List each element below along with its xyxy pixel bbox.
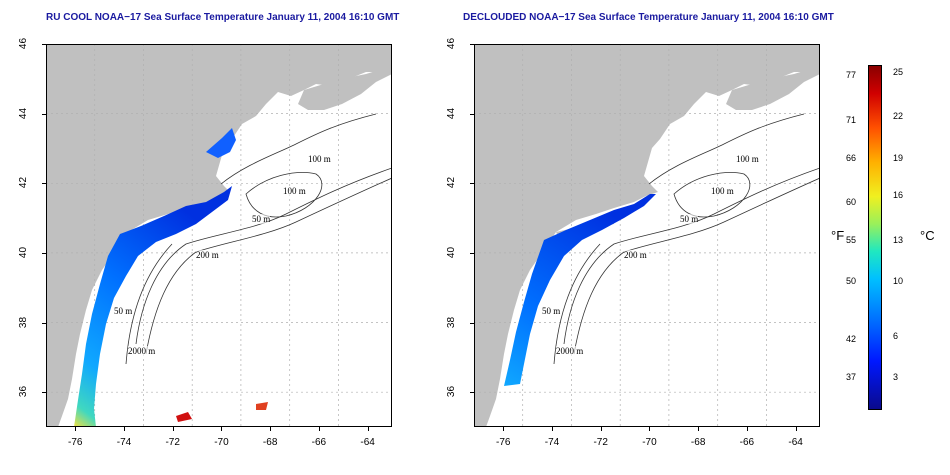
lon-tick-label-right: -68 — [690, 437, 706, 448]
map-title-right: DECLOUDED NOAA−17 Sea Surface Temperatur… — [463, 12, 834, 23]
lon-tick-label-right: -64 — [788, 437, 803, 448]
lon-tick-mark — [795, 427, 797, 431]
contour-label-50m: 50 m — [542, 306, 561, 316]
colorbar-celsius-tick: 19 — [893, 152, 904, 163]
contour-label-50m: 50 m — [252, 214, 271, 224]
contour-label-200m: 200 m — [196, 250, 219, 260]
colorbar-celsius-tick: 25 — [893, 66, 904, 77]
lon-tick-label-right: -70 — [642, 437, 657, 448]
colorbar-fahrenheit-tick: 55 — [846, 234, 857, 245]
lat-tick-label-left: 44 — [18, 107, 30, 119]
contour-label-100m: 100 m — [283, 186, 306, 196]
lon-tick-mark — [270, 427, 272, 431]
contour-label-50m: 50 m — [114, 306, 133, 316]
contour-label-200m: 200 m — [624, 250, 647, 260]
lon-tick-mark — [123, 427, 125, 431]
map-canvas-left — [46, 44, 392, 427]
lon-tick-mark — [746, 427, 748, 431]
land-mass — [46, 44, 392, 427]
lat-tick-label-left: 36 — [18, 386, 30, 398]
lat-tick-label-right: 40 — [446, 246, 458, 258]
lat-tick-label-right: 38 — [446, 316, 458, 328]
lon-tick-label-right: -66 — [739, 437, 755, 448]
lat-tick-mark — [42, 44, 46, 45]
sst-warm-patch — [256, 402, 268, 410]
lat-tick-mark — [470, 392, 474, 394]
lat-tick-label-right: 44 — [446, 107, 458, 119]
lon-tick-mark — [221, 427, 223, 431]
lon-tick-mark — [551, 427, 553, 431]
sst-map-ru-cool — [46, 44, 392, 427]
lon-tick-mark — [649, 427, 651, 431]
lat-tick-label-right: 46 — [446, 37, 458, 50]
celsius-unit: °C — [920, 228, 935, 243]
sst-warm-patch-2 — [176, 412, 192, 422]
colorbar-celsius-tick: 22 — [893, 111, 904, 122]
colorbar-fahrenheit-tick: 50 — [846, 276, 857, 287]
lon-tick-label-left: -74 — [116, 437, 132, 448]
lat-tick-mark — [42, 322, 46, 324]
nova-scotia — [298, 66, 392, 110]
lat-tick-label-left: 40 — [18, 246, 30, 258]
map-canvas-right — [474, 44, 820, 427]
lat-tick-mark — [42, 113, 46, 115]
contour-label-100m: 100 m — [308, 154, 331, 164]
lat-tick-mark — [470, 252, 474, 254]
contour-label-2000m: 2000 m — [128, 346, 156, 356]
sst-map-declouded — [474, 44, 820, 427]
fahrenheit-unit: °F — [831, 228, 845, 243]
lat-tick-label-left: 38 — [18, 316, 30, 328]
colorbar-fahrenheit-tick: 71 — [846, 114, 857, 125]
contour-label-100m: 100 m — [736, 154, 759, 164]
lon-tick-mark — [367, 427, 369, 431]
lat-tick-label-left: 42 — [18, 177, 30, 189]
colorbar-celsius-tick: 16 — [893, 190, 904, 201]
lon-tick-mark — [503, 427, 505, 431]
lon-tick-mark — [172, 427, 174, 431]
contour-label-2000m: 2000 m — [556, 346, 584, 356]
lon-tick-mark — [600, 427, 602, 431]
colorbar-fahrenheit-tick: 77 — [846, 70, 857, 81]
lon-tick-label-right: -74 — [544, 437, 560, 448]
lon-tick-mark — [318, 427, 320, 431]
lat-tick-mark — [42, 252, 46, 254]
colorbar-fahrenheit-tick: 66 — [846, 152, 857, 163]
sst-swath — [504, 194, 656, 386]
lon-tick-mark — [75, 427, 77, 431]
colorbar-celsius-tick: 3 — [893, 372, 899, 383]
lon-tick-label-left: -64 — [360, 437, 375, 448]
lat-tick-label-right: 36 — [446, 386, 458, 398]
contour-label-50m: 50 m — [680, 214, 699, 224]
lon-tick-label-left: -72 — [165, 437, 180, 448]
lat-tick-mark — [470, 44, 474, 45]
sst-swath — [74, 186, 232, 427]
map-title-left: RU COOL NOAA−17 Sea Surface Temperature … — [46, 12, 400, 23]
lat-tick-mark — [42, 183, 46, 185]
lat-tick-mark — [470, 322, 474, 324]
lon-tick-label-right: -72 — [593, 437, 608, 448]
colorbar-celsius-tick: 6 — [893, 330, 899, 341]
lat-tick-mark — [42, 392, 46, 394]
lat-tick-mark — [470, 183, 474, 185]
temperature-colorbar — [868, 65, 882, 410]
colorbar-fahrenheit-tick: 42 — [846, 334, 857, 345]
colorbar-celsius-tick: 13 — [893, 234, 904, 245]
colorbar-fahrenheit-tick: 37 — [846, 372, 857, 383]
lat-tick-label-left: 46 — [18, 37, 30, 50]
lon-tick-label-left: -76 — [68, 437, 83, 448]
colorbar-fahrenheit-tick: 60 — [846, 197, 857, 208]
lon-tick-label-left: -68 — [262, 437, 278, 448]
lat-tick-label-right: 42 — [446, 177, 458, 189]
nova-scotia — [726, 66, 820, 110]
lon-tick-label-left: -66 — [311, 437, 327, 448]
colorbar-celsius-tick: 10 — [893, 276, 904, 287]
lat-tick-mark — [470, 113, 474, 115]
lon-tick-label-left: -70 — [214, 437, 229, 448]
land-mass — [474, 44, 820, 427]
lon-tick-mark — [698, 427, 700, 431]
lon-tick-label-right: -76 — [496, 437, 511, 448]
contour-label-100m: 100 m — [711, 186, 734, 196]
sst-maine-patch — [206, 128, 236, 158]
